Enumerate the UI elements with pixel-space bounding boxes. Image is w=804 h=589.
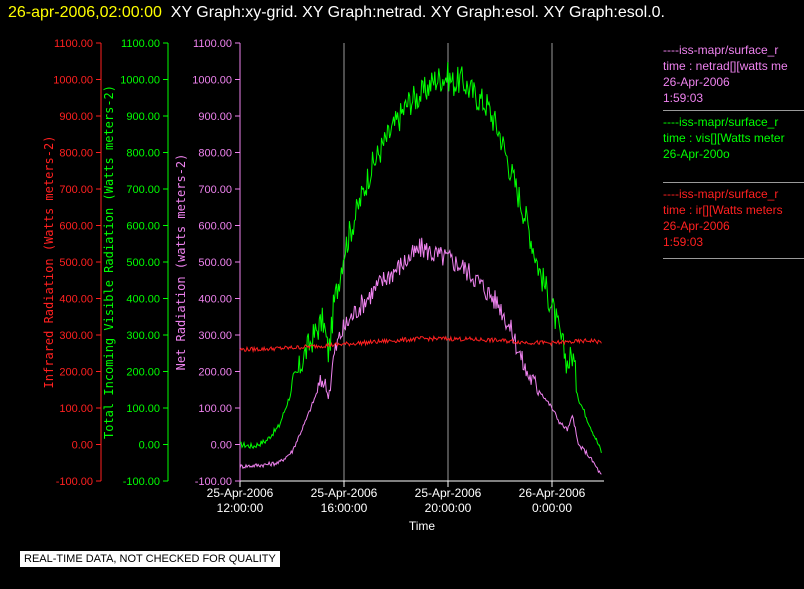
y-tick-label: 600.00 xyxy=(126,221,160,233)
y-tick-label: 500.00 xyxy=(59,257,93,269)
y-tick-label: 300.00 xyxy=(126,330,160,342)
y-tick-label: 500.00 xyxy=(126,257,160,269)
x-tick-time: 0:00:00 xyxy=(532,501,572,515)
y-tick-label: 900.00 xyxy=(126,111,160,123)
x-tick-time: 16:00:00 xyxy=(321,501,368,515)
legend-vis: ----iss-mapr/surface_r time : vis[][Watt… xyxy=(663,114,804,162)
title-date: 26-apr-2006,02:00:00 xyxy=(8,4,162,21)
y-tick-label: -100.00 xyxy=(56,476,93,488)
legend-vis-line-2: 26-Apr-200o xyxy=(663,147,730,161)
legend-vis-line-1: time : vis[][Watts meter xyxy=(663,131,785,145)
y-tick-label: 200.00 xyxy=(198,367,232,379)
legend-netrad-line-3: 1:59:03 xyxy=(663,91,704,105)
y-tick-label: 400.00 xyxy=(198,294,232,306)
x-tick-date: 25-Apr-2006 xyxy=(207,486,274,500)
legend-vis-line-0: ----iss-mapr/surface_r xyxy=(663,115,779,129)
y-tick-label: 300.00 xyxy=(59,330,93,342)
y-tick-label: 900.00 xyxy=(198,111,232,123)
title-bar: 26-apr-2006,02:00:00 XY Graph:xy-grid. X… xyxy=(8,4,665,22)
y-tick-label: 200.00 xyxy=(59,367,93,379)
y-tick-label: 1000.00 xyxy=(120,75,160,87)
y-tick-label: 300.00 xyxy=(198,330,232,342)
y-tick-label: 800.00 xyxy=(126,148,160,160)
legend-netrad: ----iss-mapr/surface_r time : netrad[][w… xyxy=(663,42,804,106)
vis_axis-title: Total Incoming Visible Radiation (Watts … xyxy=(102,85,116,439)
y-tick-label: 600.00 xyxy=(198,221,232,233)
x-axis-label: Time xyxy=(409,519,436,533)
ir_axis-title: Infrared Radiation (Watts meters-2) xyxy=(42,136,56,389)
y-tick-label: 200.00 xyxy=(126,367,160,379)
y-tick-label: 400.00 xyxy=(126,294,160,306)
x-tick-date: 25-Apr-2006 xyxy=(311,486,378,500)
x-tick-time: 12:00:00 xyxy=(217,501,264,515)
y-tick-label: 1100.00 xyxy=(54,38,93,50)
x-tick-time: 20:00:00 xyxy=(425,501,472,515)
series-ir xyxy=(239,335,602,354)
y-tick-label: 400.00 xyxy=(59,294,93,306)
y-tick-label: 1000.00 xyxy=(192,75,232,87)
quality-warning: REAL-TIME DATA, NOT CHECKED FOR QUALITY xyxy=(20,551,280,567)
y-tick-label: 0.00 xyxy=(72,440,93,452)
legend-netrad-line-1: time : netrad[][watts me xyxy=(663,59,788,73)
y-tick-label: 700.00 xyxy=(59,184,93,196)
y-tick-label: 800.00 xyxy=(59,148,93,160)
legend-ir: ----iss-mapr/surface_r time : ir[][Watts… xyxy=(663,186,804,250)
series-vis xyxy=(240,61,602,454)
y-tick-label: 100.00 xyxy=(126,403,160,415)
y-tick-label: 500.00 xyxy=(198,257,232,269)
y-tick-label: 1100.00 xyxy=(121,38,160,50)
netrad_axis-title: Net Radiation (watts meters-2) xyxy=(174,154,188,371)
legend-separator xyxy=(663,258,804,259)
legend-ir-line-3: 1:59:03 xyxy=(663,235,704,249)
series-netrad xyxy=(239,237,602,475)
y-tick-label: 700.00 xyxy=(126,184,160,196)
axes-layer: 25-Apr-200612:00:0025-Apr-200616:00:0025… xyxy=(42,38,604,515)
y-tick-label: 1000.00 xyxy=(53,75,93,87)
y-tick-label: 800.00 xyxy=(198,148,232,160)
legend-separator xyxy=(663,182,804,183)
legend-netrad-line-2: 26-Apr-2006 xyxy=(663,75,730,89)
grid-layer xyxy=(343,43,553,481)
y-tick-label: 100.00 xyxy=(198,403,232,415)
y-tick-label: 700.00 xyxy=(198,184,232,196)
title-graphs: XY Graph:xy-grid. XY Graph:netrad. XY Gr… xyxy=(170,4,665,21)
x-tick-date: 25-Apr-2006 xyxy=(415,486,482,500)
y-tick-label: 600.00 xyxy=(59,221,93,233)
legend-ir-line-1: time : ir[][Watts meters xyxy=(663,203,783,217)
series-layer xyxy=(239,61,602,475)
y-tick-label: 100.00 xyxy=(59,403,93,415)
y-tick-label: 1100.00 xyxy=(193,38,232,50)
legend-netrad-line-0: ----iss-mapr/surface_r xyxy=(663,43,779,57)
x-tick-date: 26-Apr-2006 xyxy=(519,486,586,500)
legend-ir-line-2: 26-Apr-2006 xyxy=(663,219,730,233)
legend-ir-line-0: ----iss-mapr/surface_r xyxy=(663,187,779,201)
y-tick-label: 0.00 xyxy=(211,440,232,452)
y-tick-label: -100.00 xyxy=(123,476,160,488)
legend-separator xyxy=(663,110,804,111)
y-tick-label: 0.00 xyxy=(139,440,160,452)
y-tick-label: 900.00 xyxy=(59,111,93,123)
y-tick-label: -100.00 xyxy=(195,476,232,488)
